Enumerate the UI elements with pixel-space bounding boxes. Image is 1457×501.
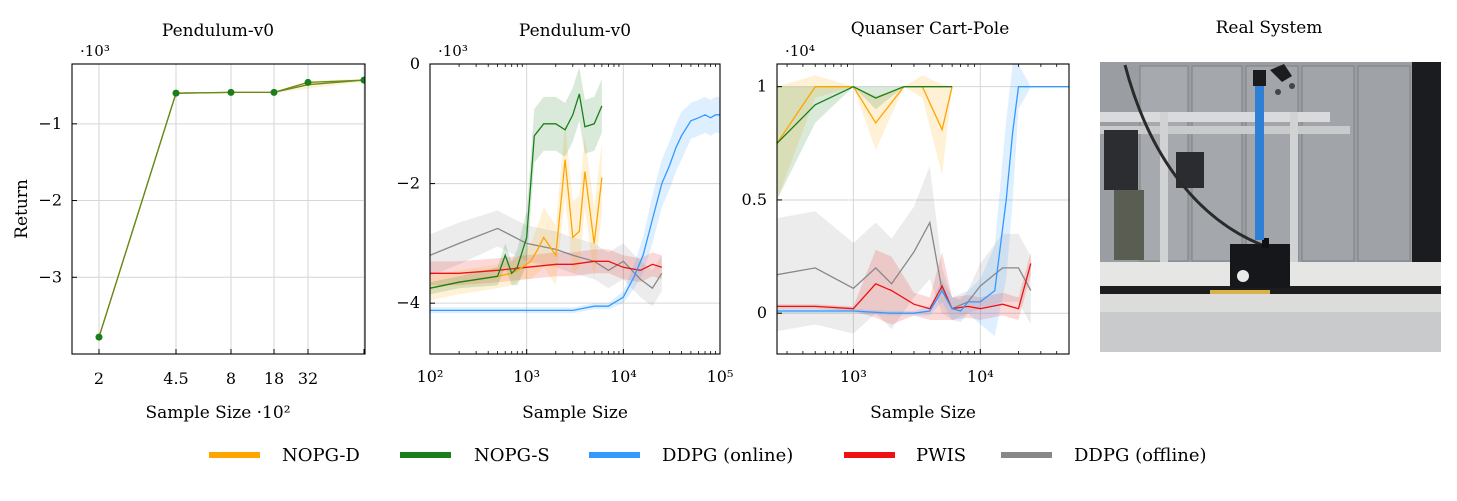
series-lines [777, 85, 1069, 314]
x-tick-label: 18 [264, 369, 284, 388]
nopg_s-point [270, 88, 278, 96]
y-tick-label: −3 [38, 267, 62, 286]
nopg_d-line [430, 159, 603, 289]
plot-frame [429, 63, 721, 355]
chart-panel-pendulum-sample-size: Pendulum-v0 ·10³ Sample Size ·10² Return… [12, 21, 366, 423]
nopg_s-point [304, 78, 312, 86]
y-tick-label: −1 [38, 114, 62, 133]
nopg_s-line [98, 79, 365, 338]
nopg_s-band [777, 86, 953, 200]
ddpg_online-line [777, 86, 1069, 314]
pwis-band [430, 249, 662, 286]
pwis-band [777, 249, 1031, 325]
x-tick-label: 32 [298, 369, 318, 388]
ddpg_offline-band [777, 166, 1031, 334]
nopg_s-band [430, 67, 602, 295]
x-axis-label: Sample Size [870, 403, 976, 423]
nopg_s-line [777, 85, 953, 144]
y-tick-label: 1 [757, 77, 767, 96]
axis-ticks: 0 0.5 1 10³ 10⁴ [742, 64, 1070, 386]
legend-label-ddpg_online: DDPG (online) [662, 445, 793, 466]
plot-frame [776, 63, 1070, 355]
chart-title: Quanser Cart-Pole [851, 19, 1010, 39]
ddpg_online-line [430, 114, 720, 312]
y-tick-label: −2 [396, 174, 420, 193]
plot-frame [71, 63, 366, 355]
pwis-line [777, 263, 1032, 310]
real-system-photo-panel: Real System [1100, 18, 1441, 352]
chart-title: Pendulum-v0 [519, 21, 631, 41]
axis-ticks: 0 −2 −4 10² 10³ 10⁴ 10⁵ [396, 54, 733, 386]
x-axis-label: Sample Size ·10² [145, 403, 290, 423]
legend-label-pwis: PWIS [916, 445, 966, 466]
y-multiplier: ·10³ [80, 42, 110, 60]
pwis-line [430, 260, 662, 274]
series-lines [430, 93, 720, 312]
x-tick-label: 8 [226, 369, 236, 388]
chart-panel-pendulum-log: Pendulum-v0 ·10³ Sample Size 0 −2 −4 10² 10³… [396, 21, 733, 423]
ddpg_online-band [777, 64, 1069, 336]
ddpg_offline-line [777, 220, 1032, 310]
nopg_s-point [227, 88, 235, 96]
nopg_s-line [430, 93, 603, 289]
legend-label-nopg_d: NOPG-D [282, 445, 360, 466]
nopg_d-line [777, 86, 953, 144]
nopg_s-point [172, 89, 180, 97]
x-tick-label: 10⁴ [967, 367, 994, 386]
nopg_s-point [360, 76, 365, 84]
y-multiplier: ·10³ [438, 42, 468, 60]
nopg_s-point [95, 333, 103, 341]
y-axis-label: Return [12, 179, 32, 239]
x-tick-label: 10⁴ [610, 367, 637, 386]
series-lines [95, 76, 365, 341]
grid [72, 64, 365, 354]
legend-label-nopg_s: NOPG-S [474, 445, 550, 466]
y-tick-label: −4 [396, 293, 420, 312]
ddpg_online-band [430, 96, 720, 314]
y-multiplier: ·10⁴ [785, 42, 815, 60]
x-tick-label: 4.5 [163, 369, 188, 388]
photo-title: Real System [1216, 18, 1323, 38]
x-tick-label: 10⁵ [707, 367, 734, 386]
x-tick-label: 2 [94, 369, 104, 388]
cart-pole-photo [1100, 62, 1441, 352]
y-tick-label: 0 [757, 303, 767, 322]
ddpg_offline-band [430, 210, 662, 307]
nopg_d-band [777, 75, 953, 200]
x-tick-label: 10³ [840, 367, 867, 386]
ddpg_offline-line [430, 227, 663, 290]
y-tick-label: 0 [410, 54, 420, 73]
confidence-bands [430, 67, 720, 314]
y-tick-label: −2 [38, 191, 62, 210]
nopg_d-band [430, 123, 602, 301]
y-tick-label: 0.5 [742, 190, 767, 209]
chart-title: Pendulum-v0 [162, 21, 274, 41]
axis-ticks: −1 −2 −3 2 4.5 8 18 32 [38, 114, 365, 388]
legend: NOPG-D NOPG-S DDPG (online) PWIS DDPG (offli… [209, 445, 1207, 466]
x-axis-label: Sample Size [522, 403, 628, 423]
x-tick-label: 10³ [513, 367, 540, 386]
x-tick-label: 10² [417, 367, 444, 386]
chart-panel-cartpole: Quanser Cart-Pole ·10⁴ Sample Size 0 0.5 1… [742, 19, 1070, 423]
legend-label-ddpg_offline: DDPG (offline) [1074, 445, 1207, 466]
confidence-bands [777, 64, 1069, 336]
